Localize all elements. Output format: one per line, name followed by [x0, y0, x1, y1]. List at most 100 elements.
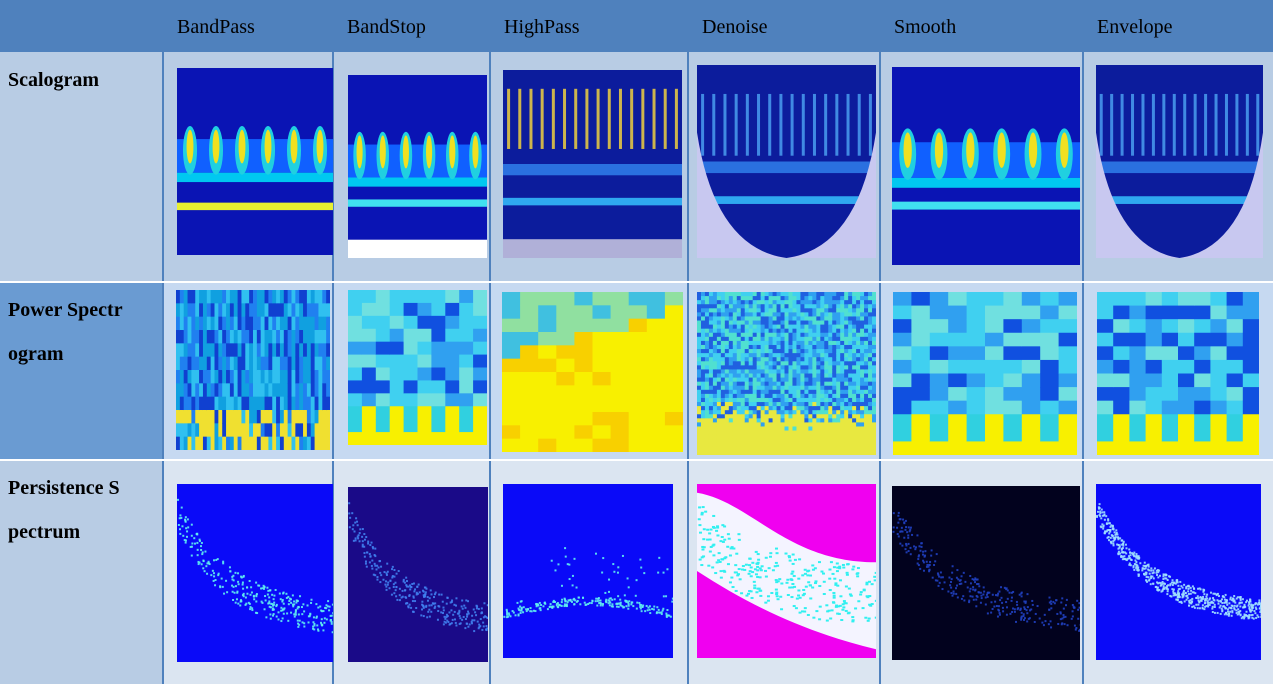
shape: [930, 401, 949, 415]
shape: [629, 332, 648, 346]
shape: [230, 410, 234, 424]
shape: [317, 130, 324, 164]
shape: [775, 579, 778, 581]
shape: [757, 353, 761, 358]
shape: [268, 410, 272, 424]
shape: [769, 374, 773, 379]
shape: [781, 296, 785, 301]
shape: [808, 337, 812, 342]
shape: [629, 319, 648, 333]
shape: [875, 572, 876, 574]
shape: [251, 591, 253, 593]
shape: [892, 142, 1080, 178]
shape: [302, 603, 304, 605]
shape: [705, 333, 709, 338]
shape: [418, 290, 432, 303]
shape: [749, 402, 753, 407]
shape: [311, 370, 315, 384]
shape: [761, 316, 765, 321]
shape: [749, 304, 753, 309]
shape: [1192, 585, 1194, 587]
shape: [230, 317, 234, 331]
shape: [745, 312, 749, 317]
shape: [1210, 387, 1227, 401]
shape: [1163, 587, 1165, 589]
shape: [713, 349, 717, 354]
shape: [1224, 606, 1226, 608]
shape: [665, 439, 683, 452]
shape: [788, 451, 792, 455]
shape: [653, 89, 656, 149]
shape: [1170, 596, 1172, 598]
shape: [1210, 374, 1227, 388]
shape: [777, 431, 781, 436]
shape: [378, 567, 380, 569]
shape: [828, 378, 832, 383]
shape: [554, 569, 556, 571]
shape: [757, 333, 761, 338]
shape: [824, 337, 828, 342]
shape: [312, 628, 314, 630]
shape: [1007, 589, 1009, 591]
shape: [261, 303, 265, 317]
shape: [442, 607, 444, 609]
shape: [717, 447, 721, 452]
shape: [1243, 401, 1259, 415]
shape: [777, 443, 781, 448]
shape: [777, 361, 781, 366]
shape: [662, 610, 664, 612]
shape: [832, 337, 836, 342]
shape: [418, 342, 432, 355]
row-label: Power Spectrogram: [0, 282, 163, 460]
shape: [404, 406, 418, 419]
shape: [222, 561, 224, 563]
shape: [184, 317, 188, 331]
shape: [725, 369, 729, 374]
shape: [1026, 609, 1028, 611]
shape: [709, 451, 713, 455]
shape: [948, 441, 967, 455]
shape: [808, 361, 812, 366]
shape: [307, 290, 311, 304]
shape: [840, 308, 844, 313]
shape: [295, 303, 299, 317]
shape: [424, 593, 426, 595]
shape: [804, 349, 808, 354]
shape: [773, 333, 777, 338]
shape: [1133, 565, 1135, 567]
shape: [248, 602, 250, 604]
shape: [804, 296, 808, 301]
shape: [960, 579, 962, 581]
shape: [322, 397, 326, 411]
shape: [745, 337, 749, 342]
shape: [852, 431, 856, 436]
shape: [857, 567, 860, 569]
shape: [1153, 572, 1155, 574]
shape: [1113, 529, 1115, 531]
shape: [241, 383, 245, 397]
shape: [1127, 558, 1129, 560]
shape: [256, 593, 258, 595]
shape: [844, 353, 848, 358]
shape: [713, 398, 717, 403]
shape: [445, 303, 459, 316]
shape: [709, 369, 713, 374]
shape: [705, 329, 709, 334]
shape: [461, 600, 463, 602]
shape: [729, 374, 733, 379]
shape: [292, 410, 296, 424]
shape: [593, 345, 612, 359]
shape: [276, 410, 280, 424]
shape: [1061, 597, 1063, 599]
shape: [195, 303, 199, 317]
shape: [721, 398, 725, 403]
shape: [1040, 319, 1059, 333]
shape: [1049, 597, 1051, 599]
shape: [203, 303, 207, 317]
shape: [238, 383, 242, 397]
shape: [972, 586, 974, 588]
shape: [1243, 306, 1259, 320]
header-cell: [0, 0, 163, 52]
shape: [1124, 551, 1126, 553]
shape: [395, 589, 397, 591]
